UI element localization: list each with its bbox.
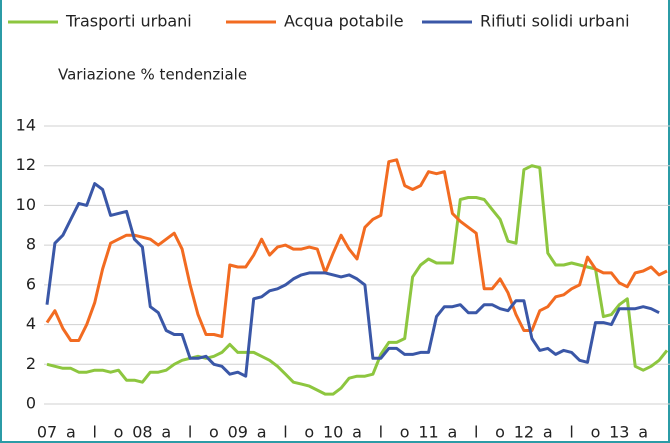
y-tick-label: 8: [26, 235, 36, 254]
x-tick-label: 12: [514, 423, 534, 442]
x-tick-label: 09: [228, 423, 248, 442]
x-tick-label: a: [638, 423, 648, 442]
x-tick-label: o: [114, 423, 124, 442]
x-tick-label: a: [352, 423, 362, 442]
x-tick-label: o: [495, 423, 505, 442]
x-tick-label: o: [591, 423, 601, 442]
series-line: [45, 182, 660, 378]
y-tick-label: 12: [16, 155, 36, 174]
legend-label: Acqua potabile: [284, 12, 404, 31]
legend-label: Trasporti urbani: [65, 12, 192, 31]
y-tick-label: 2: [26, 354, 36, 373]
x-tick-label: l: [474, 423, 478, 442]
y-tick-label: 0: [26, 394, 36, 413]
x-tick-label: a: [66, 423, 76, 442]
x-tick-label: 08: [132, 423, 152, 442]
x-tick-label: a: [257, 423, 267, 442]
legend-label: Rifiuti solidi urbani: [480, 12, 630, 31]
x-tick-label: l: [188, 423, 192, 442]
x-tick-label: l: [379, 423, 383, 442]
series-line: [45, 158, 668, 342]
x-tick-label: 13: [609, 423, 629, 442]
x-tick-label: 07: [37, 423, 57, 442]
x-tick-label: 10: [323, 423, 343, 442]
x-tick-label: o: [400, 423, 410, 442]
x-tick-label: l: [283, 423, 287, 442]
x-tick-label: o: [304, 423, 314, 442]
chart-subtitle: Variazione % tendenziale: [58, 66, 247, 84]
x-tick-label: 11: [418, 423, 438, 442]
series-line: [46, 164, 669, 396]
y-tick-label: 10: [16, 195, 36, 214]
x-tick-label: a: [543, 423, 553, 442]
x-tick-label: a: [447, 423, 457, 442]
y-tick-label: 4: [26, 314, 36, 333]
y-tick-label: 6: [26, 274, 36, 293]
y-tick-label: 14: [16, 116, 36, 135]
x-tick-label: o: [209, 423, 219, 442]
x-tick-label: a: [161, 423, 171, 442]
x-tick-label: l: [569, 423, 573, 442]
x-tick-label: l: [92, 423, 96, 442]
